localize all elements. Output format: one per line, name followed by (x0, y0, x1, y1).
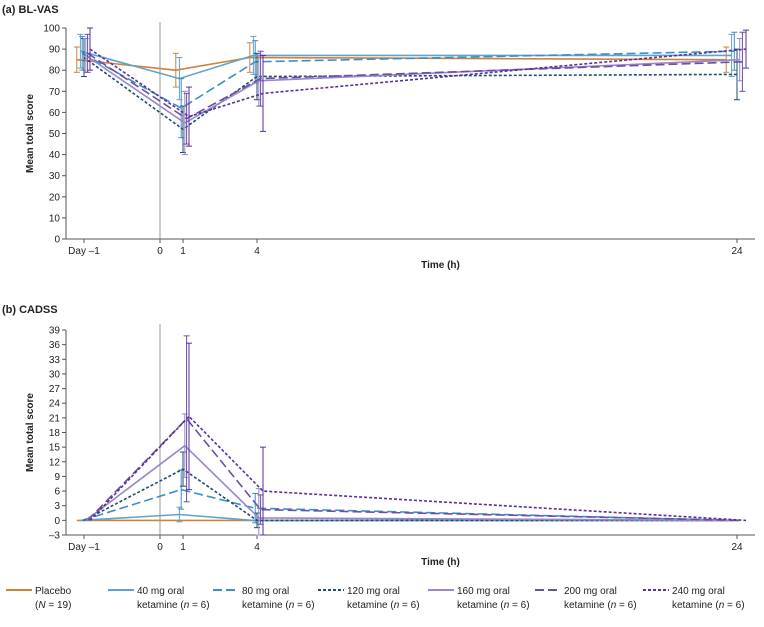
series-200-mg (87, 335, 743, 525)
y-tick-label: 27 (49, 384, 61, 395)
series-line (76, 56, 727, 72)
legend-sublabel: ketamine (n = 6) (242, 600, 315, 611)
series-40-mg (77, 33, 735, 101)
y-tick-label: 50 (49, 129, 61, 140)
series-line (81, 50, 735, 110)
series-80-mg (79, 31, 738, 139)
y-tick-label: –3 (49, 531, 61, 542)
legend-sublabel: (N = 19) (35, 600, 71, 611)
legend-item: 40 mg oral ketamine (n = 6) (108, 586, 210, 611)
y-tick-label: 0 (54, 516, 60, 527)
legend-sublabel: ketamine (n = 6) (347, 600, 420, 611)
x-tick-label: 0 (157, 246, 163, 257)
legend-item: 160 mg oral ketamine (n = 6) (428, 586, 530, 611)
legend-sublabel: ketamine (n = 6) (672, 600, 745, 611)
series-line (87, 417, 743, 522)
legend-label: 40 mg oral (137, 586, 184, 597)
series-line (85, 54, 740, 124)
series-placebo (73, 42, 730, 88)
panel-title: (b) CADSS (2, 304, 58, 316)
panel-title: (a) BL-VAS (2, 4, 59, 16)
y-tick-label: 100 (43, 24, 60, 35)
legend: Placebo (N = 19) 40 mg oral ketamine (n = 6… (6, 586, 745, 611)
legend-sublabel: ketamine (n = 6) (564, 600, 637, 611)
x-axis-title: Time (h) (421, 557, 460, 568)
y-tick-label: 24 (49, 399, 61, 410)
legend-label: 240 mg oral (672, 586, 725, 597)
series-240-mg (87, 27, 749, 147)
series-line (89, 415, 747, 522)
y-tick-label: 21 (49, 413, 61, 424)
series-80-mg (81, 469, 735, 524)
legend-sublabel: ketamine (n = 6) (457, 600, 530, 611)
legend-label: 160 mg oral (457, 586, 510, 597)
y-tick-label: 60 (49, 108, 61, 119)
y-axis-title: Mean total score (25, 94, 36, 173)
y-tick-label: 30 (49, 171, 61, 182)
y-tick-label: 80 (49, 66, 61, 77)
x-tick-label: Day –1 (68, 542, 100, 553)
series-200-mg (84, 31, 746, 145)
y-tick-label: 36 (49, 340, 61, 351)
y-tick-label: 39 (49, 326, 61, 337)
y-tick-label: 12 (49, 457, 61, 468)
legend-label: 80 mg oral (242, 586, 289, 597)
y-tick-label: 90 (49, 45, 61, 56)
x-tick-label: Day –1 (68, 246, 100, 257)
legend-label: 200 mg oral (564, 586, 617, 597)
series-line (83, 56, 738, 131)
legend-item: 200 mg oral ketamine (n = 6) (535, 586, 637, 611)
series-line (80, 50, 732, 80)
y-tick-label: 40 (49, 150, 61, 161)
legend-label: Placebo (35, 586, 72, 597)
series-160-mg (85, 413, 740, 536)
x-tick-label: 0 (157, 542, 163, 553)
x-tick-label: 24 (731, 542, 743, 553)
panel-bl-vas: (a) BL-VAS 0 10 20 30 40 50 60 70 80 90 100 Day –1 0 1… (2, 4, 755, 271)
y-tick-label: 6 (54, 487, 60, 498)
legend-label: 120 mg oral (347, 586, 400, 597)
x-tick-label: 4 (254, 246, 260, 257)
series-120-mg (83, 451, 738, 529)
series-240-mg (89, 342, 747, 536)
series-line (83, 468, 737, 522)
y-tick-label: 10 (49, 213, 61, 224)
y-tick-label: 0 (54, 235, 60, 246)
legend-item: 120 mg oral ketamine (n = 6) (318, 586, 420, 611)
y-tick-label: 33 (49, 355, 61, 366)
x-tick-label: 4 (254, 542, 260, 553)
series-line (85, 444, 740, 522)
y-tick-label: 3 (54, 501, 60, 512)
x-tick-label: 1 (180, 246, 186, 257)
legend-sublabel: ketamine (n = 6) (137, 600, 210, 611)
legend-item: 240 mg oral ketamine (n = 6) (643, 586, 745, 611)
y-tick-label: 70 (49, 87, 61, 98)
y-tick-label: 30 (49, 369, 61, 380)
series-line (87, 52, 743, 120)
legend-item: Placebo (N = 19) (6, 586, 72, 611)
legend-item: 80 mg oral ketamine (n = 6) (213, 586, 315, 611)
x-axis-title: Time (h) (421, 260, 460, 271)
x-tick-label: 1 (180, 542, 186, 553)
y-axis-title: Mean total score (25, 393, 36, 472)
series-160-mg (82, 38, 743, 156)
y-tick-label: 20 (49, 192, 61, 203)
y-tick-label: 15 (49, 443, 61, 454)
y-tick-label: 18 (49, 428, 61, 439)
x-tick-label: 24 (731, 246, 743, 257)
y-tick-label: 9 (54, 472, 60, 483)
series-line (81, 488, 735, 522)
